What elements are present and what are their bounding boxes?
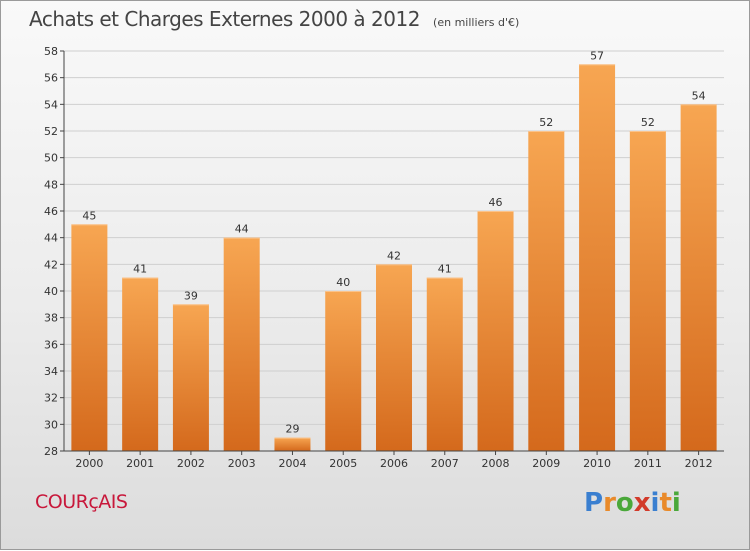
logo-letter: r [603, 488, 616, 518]
logo-letter: P [584, 488, 604, 518]
y-tick-label: 42 [44, 258, 58, 271]
bar [680, 104, 717, 451]
data-label: 42 [387, 249, 401, 262]
x-tick-label: 2002 [177, 457, 205, 470]
logo-letter: o [615, 488, 634, 518]
bars: 45 41 39 44 29 40 42 41 46 52 57 52 54 [71, 49, 717, 452]
bar [325, 291, 362, 451]
data-label: 54 [692, 89, 706, 102]
y-tick-label: 34 [44, 365, 58, 378]
data-label: 45 [82, 209, 96, 222]
x-tick-label: 2009 [532, 457, 560, 470]
x-tick-label: 2011 [634, 457, 662, 470]
data-label: 52 [641, 116, 655, 129]
logo-letter: i [671, 488, 681, 518]
bar [71, 224, 108, 451]
x-tick-label: 2007 [431, 457, 459, 470]
y-tick-label: 54 [44, 98, 58, 111]
proxiti-logo[interactable]: Proxiti [584, 488, 681, 518]
y-tick-label: 46 [44, 205, 58, 218]
data-label: 52 [539, 116, 553, 129]
title-row: Achats et Charges Externes 2000 à 2012 (… [29, 7, 519, 31]
x-tick-label: 2004 [278, 457, 306, 470]
bar [172, 304, 209, 451]
y-tick-label: 50 [44, 152, 58, 165]
x-tick-label: 2003 [228, 457, 256, 470]
x-tick-label: 2012 [685, 457, 713, 470]
y-tick-label: 48 [44, 178, 58, 191]
bar [629, 131, 666, 451]
chart-title: Achats et Charges Externes 2000 à 2012 [29, 7, 420, 31]
data-label: 39 [184, 289, 198, 302]
data-label: 44 [235, 223, 249, 236]
y-tick-label: 28 [44, 445, 58, 458]
commune-name: COURçAIS [35, 491, 128, 513]
x-tick-label: 2010 [583, 457, 611, 470]
x-tick-label: 2000 [75, 457, 103, 470]
y-tick-label: 44 [44, 232, 58, 245]
data-label: 40 [336, 276, 350, 289]
data-label: 29 [285, 423, 299, 436]
data-label: 41 [438, 263, 452, 276]
logo-letter: i [650, 488, 660, 518]
bar [223, 237, 260, 451]
bar [528, 131, 565, 451]
bar [579, 64, 616, 452]
logo-letter: t [659, 488, 672, 518]
y-tick-label: 52 [44, 125, 58, 138]
bar [122, 277, 159, 451]
x-tick-label: 2005 [329, 457, 357, 470]
axes: 28 30 32 34 36 38 40 42 44 46 48 50 52 54 56 58 2000 2001… [44, 45, 724, 470]
bar [376, 264, 412, 451]
bar [477, 211, 514, 451]
data-label: 46 [489, 196, 503, 209]
bar [274, 437, 311, 451]
y-tick-label: 32 [44, 392, 58, 405]
logo-letter: x [633, 488, 651, 518]
data-label: 41 [133, 263, 147, 276]
chart-unit: (en milliers d'€) [433, 16, 520, 29]
x-tick-label: 2001 [126, 457, 154, 470]
y-tick-label: 30 [44, 418, 58, 431]
x-tick-label: 2006 [380, 457, 408, 470]
data-label: 57 [590, 49, 604, 62]
bar [426, 277, 463, 451]
y-tick-label: 58 [44, 45, 58, 58]
y-tick-label: 38 [44, 312, 58, 325]
y-tick-label: 56 [44, 72, 58, 85]
y-tick-label: 40 [44, 285, 58, 298]
y-tick-label: 36 [44, 338, 58, 351]
x-tick-label: 2008 [482, 457, 510, 470]
